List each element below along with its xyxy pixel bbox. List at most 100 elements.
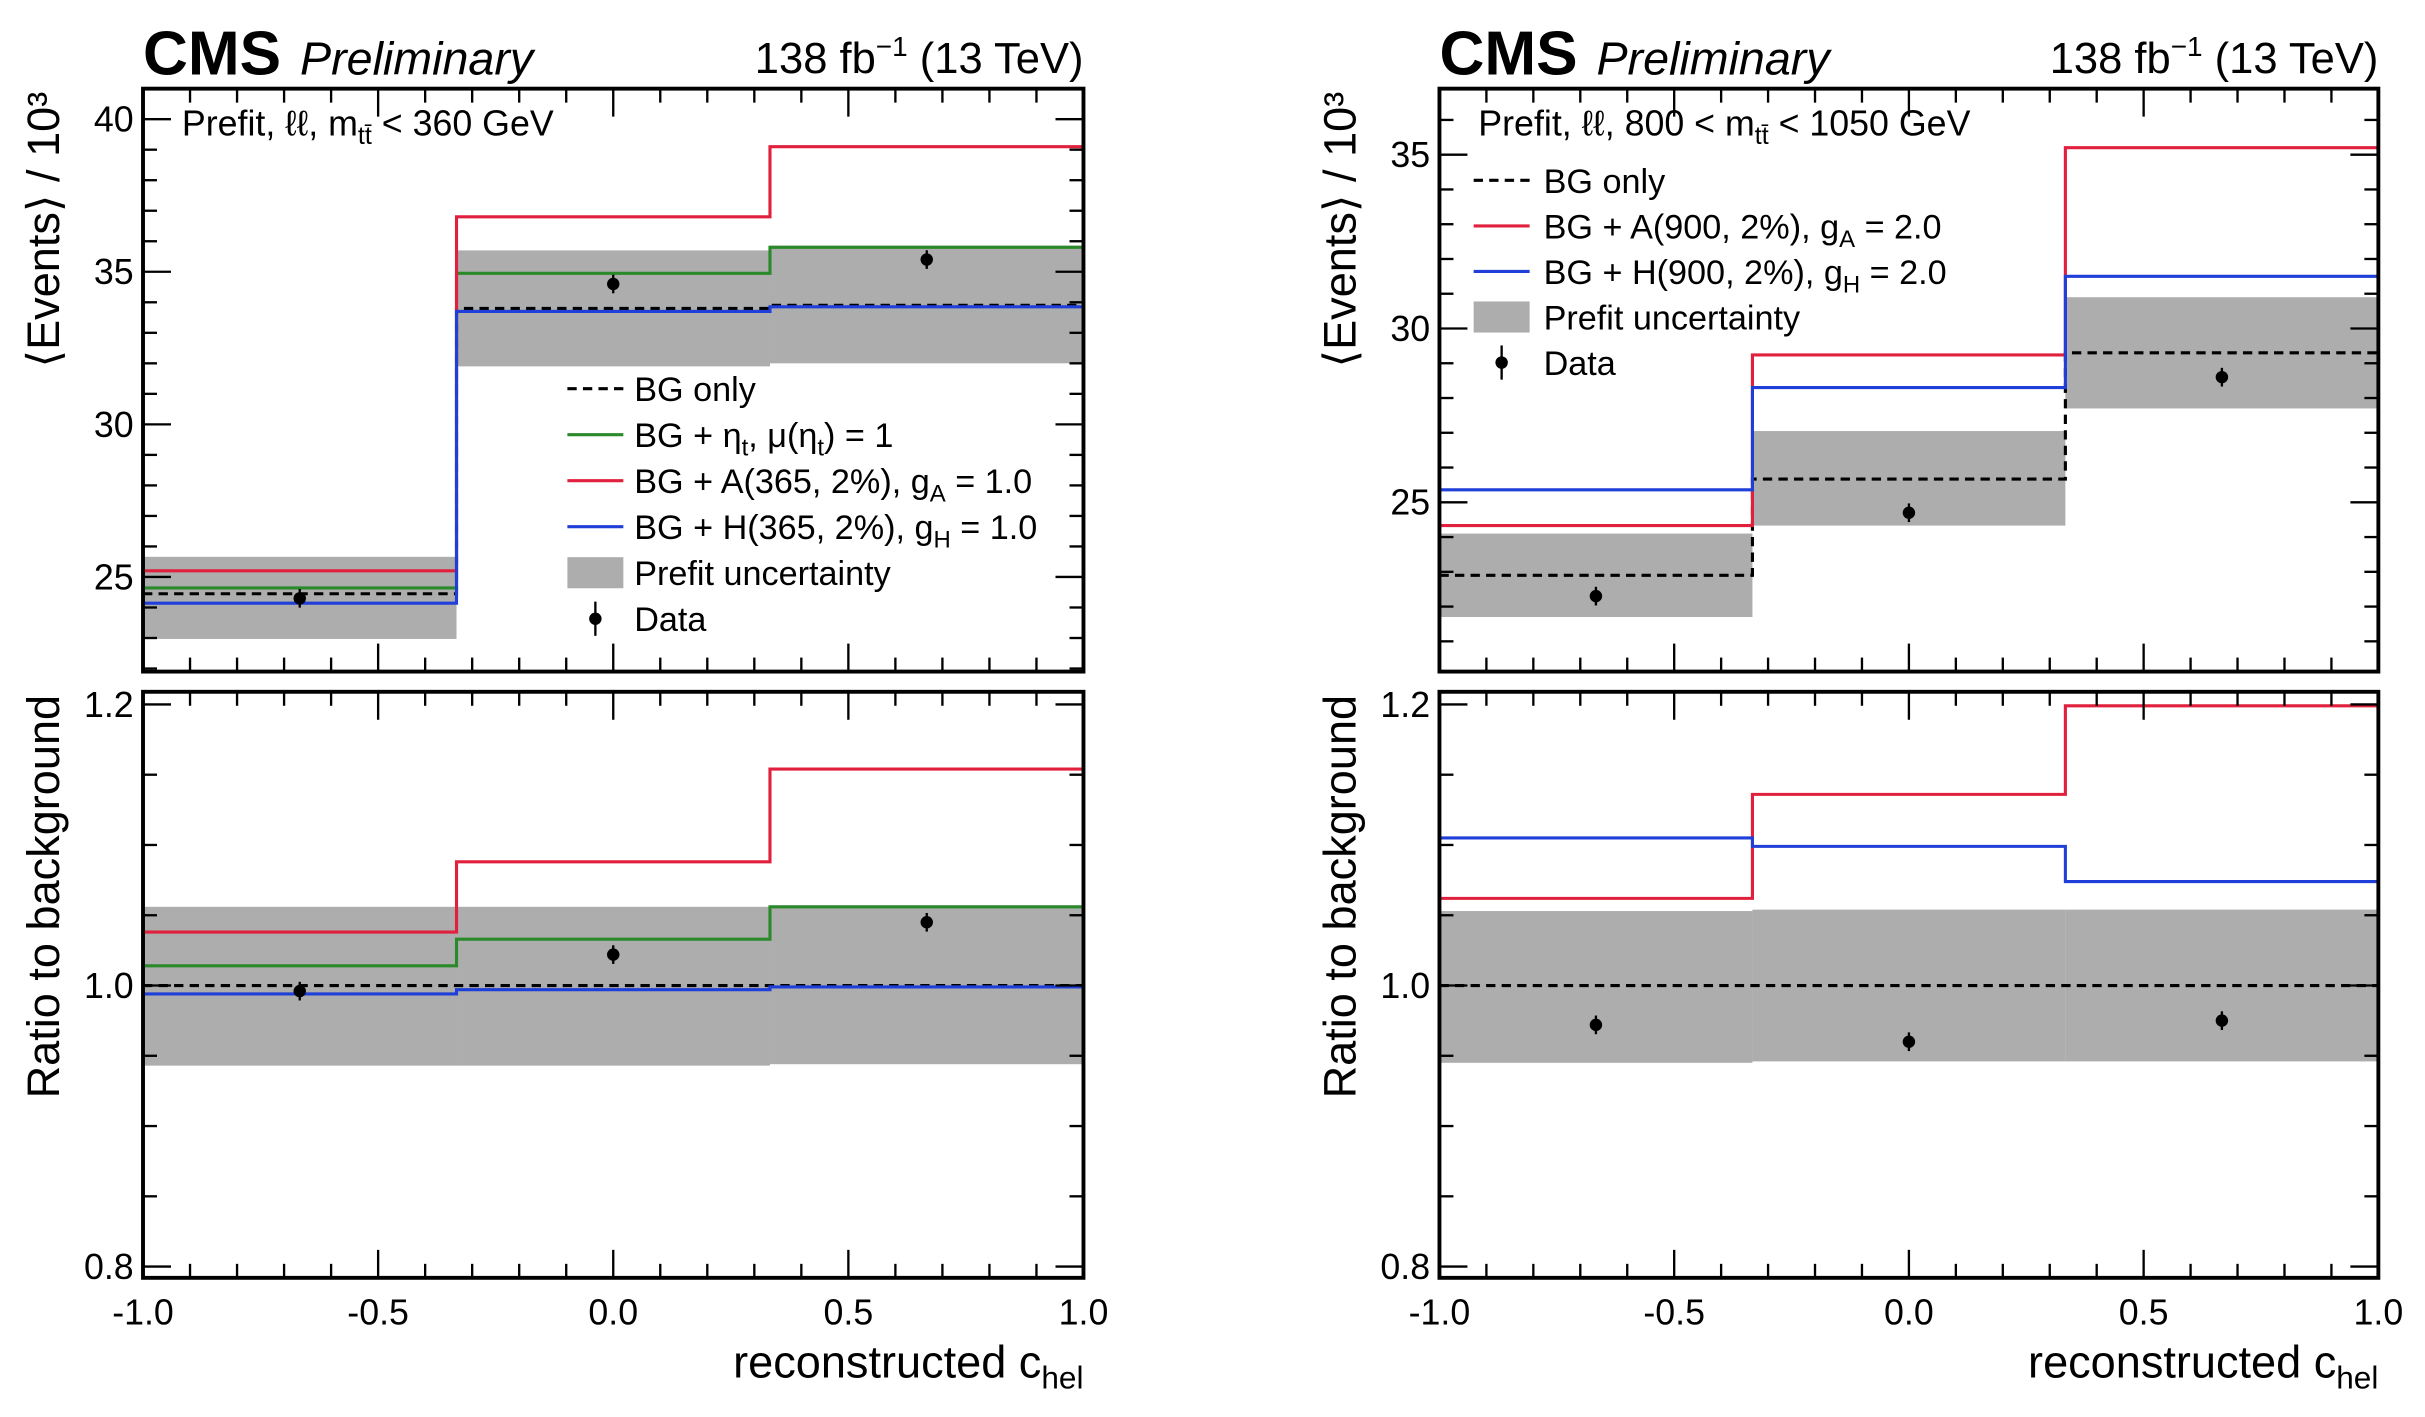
series-line — [143, 985, 1084, 996]
series-line — [1439, 274, 2379, 492]
legend-band-symbol — [1473, 301, 1530, 333]
y-tick-label: 35 — [94, 252, 134, 292]
series-line — [1439, 146, 2379, 528]
legend-entry: BG + H(900, 2%), gH = 2.0 — [1473, 254, 1947, 299]
label-text: Data — [634, 601, 707, 639]
label-text: BG + A(365, 2%), g — [634, 463, 930, 501]
y-axis-title: Ratio to background — [18, 695, 69, 1098]
label-text: BG + η — [634, 417, 741, 455]
y-tick-label: 40 — [94, 100, 134, 140]
label-text: = 1.0 — [946, 463, 1032, 501]
legend-band-symbol — [567, 557, 624, 589]
label-text: BG only — [634, 371, 757, 409]
series-line — [143, 145, 1084, 573]
label-text: Prefit uncertainty — [634, 555, 891, 593]
lumi-value: 138 fb — [755, 35, 876, 83]
data-point — [920, 916, 933, 929]
label-text: BG only — [1544, 163, 1667, 201]
label-text: = 1.0 — [951, 509, 1037, 547]
y-tick-label: 1.0 — [84, 966, 134, 1006]
lumi-text: 138 fb−1 (13 TeV) — [2050, 31, 2379, 83]
legend-label: BG only — [1544, 163, 1667, 201]
data-point — [2215, 1014, 2229, 1027]
panel-left-upper: 25 30 35 40 ⟨Events⟩ / 10³ CMS Preliminary 138 … — [18, 20, 1086, 674]
y-tick-label: 0.8 — [84, 1247, 134, 1287]
data-point — [293, 592, 306, 605]
series-line — [143, 305, 1084, 605]
data-point — [1902, 506, 1916, 519]
subscript-text: hel — [2336, 1360, 2378, 1396]
label-text: reconstructed c — [733, 1336, 1041, 1387]
label-text: BG + H(900, 2%), g — [1544, 254, 1843, 292]
subscript-text: H — [934, 527, 951, 554]
legend-label: BG + H(900, 2%), gH = 2.0 — [1544, 254, 1947, 299]
label-text: Data — [1544, 345, 1617, 383]
region-label: Prefit, ℓℓ, 800 < mtt̄ < 1050 GeV — [1478, 103, 1970, 150]
series-line — [143, 245, 1084, 590]
label-text: Prefit, ℓℓ, m — [182, 103, 358, 143]
y-axis-title: ⟨Events⟩ / 10³ — [1315, 92, 1366, 368]
legend-entry: BG + H(365, 2%), gH = 1.0 — [567, 509, 1037, 554]
legend-data-marker — [1495, 356, 1508, 369]
legend-label: BG + ηt, μ(ηt) = 1 — [634, 417, 893, 462]
x-tick-label: -1.0 — [1409, 1292, 1471, 1332]
subscript-text: H — [1843, 271, 1860, 298]
subscript-text: tt̄ — [1755, 122, 1769, 150]
legend-entry: Prefit uncertainty — [1473, 299, 1801, 337]
label-text: , μ(η — [748, 417, 817, 455]
legend-label: BG + H(365, 2%), gH = 1.0 — [634, 509, 1037, 554]
x-tick-label: -1.0 — [112, 1292, 174, 1332]
plot-area — [1439, 704, 2379, 1063]
x-tick-label: 0.5 — [824, 1292, 874, 1332]
data-point — [2215, 370, 2229, 384]
legend-entry: BG + A(900, 2%), gA = 2.0 — [1473, 208, 1942, 253]
label-text: Prefit, ℓℓ, 800 < m — [1478, 103, 1754, 143]
x-tick-label: -0.5 — [1643, 1292, 1705, 1332]
energy-text: (13 TeV) — [908, 35, 1084, 83]
label-text: < 360 GeV — [372, 103, 554, 143]
y-axis-title: ⟨Events⟩ / 10³ — [18, 92, 69, 368]
plot-area — [143, 767, 1084, 1066]
data-point — [607, 277, 620, 291]
subscript-text: tt̄ — [358, 122, 372, 150]
legend-entry: BG + ηt, μ(ηt) = 1 — [567, 417, 893, 462]
y-tick-label: 1.0 — [1380, 966, 1430, 1006]
data-point — [293, 984, 306, 998]
cms-logo-text: CMS — [143, 20, 281, 89]
legend-entry: Prefit uncertainty — [567, 555, 892, 593]
x-tick-label: 1.0 — [1059, 1292, 1109, 1332]
subscript-text: hel — [1041, 1360, 1083, 1396]
subscript-text: t — [817, 435, 824, 462]
data-point — [1589, 589, 1603, 603]
legend: BG only BG + A(900, 2%), gA = 2.0BG + H(9… — [1473, 163, 1947, 383]
legend-label: BG + A(900, 2%), gA = 2.0 — [1544, 208, 1942, 253]
preliminary-text: Preliminary — [300, 33, 536, 85]
legend-label: Prefit uncertainty — [634, 555, 891, 593]
legend-data-marker — [589, 612, 602, 625]
data-point — [607, 948, 620, 961]
preliminary-text: Preliminary — [1596, 33, 1832, 85]
region-label: Prefit, ℓℓ, mtt̄ < 360 GeV — [182, 103, 554, 150]
data-point — [1902, 1035, 1916, 1048]
series-line — [143, 767, 1084, 934]
legend-label: Data — [634, 601, 707, 639]
label-text: reconstructed c — [2028, 1336, 2336, 1387]
y-tick-label: 1.2 — [1380, 685, 1430, 725]
y-tick-label: 30 — [1390, 309, 1430, 349]
x-tick-label: 0.5 — [2119, 1292, 2169, 1332]
plot-area — [143, 145, 1084, 639]
x-tick-label: 0.0 — [588, 1292, 638, 1332]
legend-label: Prefit uncertainty — [1544, 299, 1801, 337]
y-tick-label: 35 — [1390, 135, 1430, 175]
data-point — [1589, 1018, 1603, 1032]
x-axis-title: reconstructed chel — [733, 1336, 1083, 1395]
label-text: BG + H(365, 2%), g — [634, 509, 933, 547]
legend-entry: Data — [589, 601, 707, 639]
lumi-unit-exponent: −1 — [876, 31, 908, 62]
series-line — [1439, 836, 2379, 884]
legend-entry: Data — [1495, 345, 1617, 383]
legend-label: Data — [1544, 345, 1617, 383]
series-line — [1439, 351, 2379, 577]
lumi-unit-exponent: −1 — [2171, 31, 2203, 62]
